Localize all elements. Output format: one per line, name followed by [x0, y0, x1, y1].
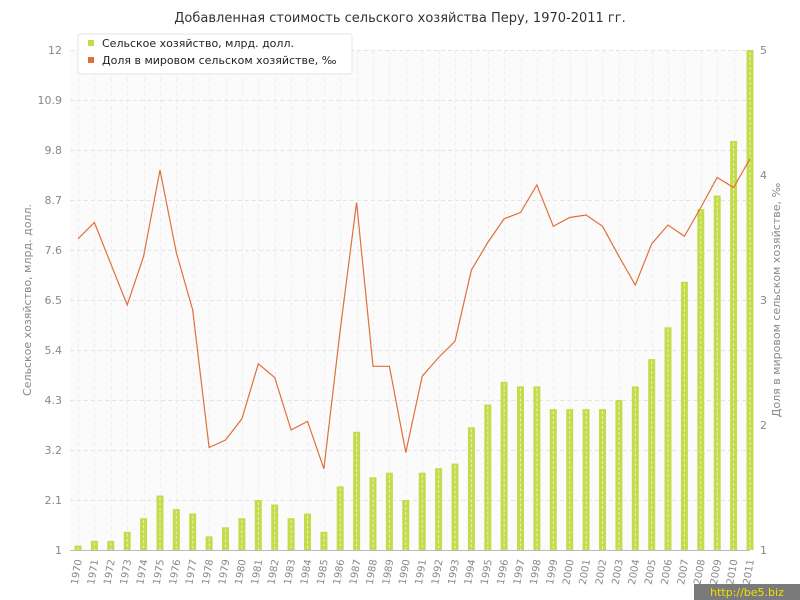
y-tick-label-left: 5.4: [45, 344, 63, 357]
x-tick-label: 1974: [135, 559, 150, 586]
x-tick-label: 1997: [512, 559, 527, 586]
y-tick-label-right: 4: [760, 169, 767, 182]
x-tick-label: 1985: [316, 559, 331, 586]
x-tick-label: 1995: [480, 559, 495, 586]
x-tick-label: 1998: [529, 559, 544, 586]
x-tick-label: 1993: [447, 559, 462, 586]
x-tick-label: 1994: [463, 559, 478, 586]
y-tick-label-right: 3: [760, 294, 767, 307]
bar: [336, 486, 344, 550]
x-tick-label: 2003: [611, 559, 626, 586]
y-axis-left-title: Сельское хозяйство, млрд. долл.: [21, 204, 34, 396]
bar: [533, 386, 541, 550]
bar: [648, 359, 656, 550]
x-tick-label: 2011: [742, 559, 757, 586]
x-tick-label: 1970: [70, 559, 85, 586]
y-tick-label-right: 1: [760, 544, 767, 557]
bar: [435, 468, 443, 550]
bar: [287, 518, 295, 550]
x-tick-label: 2006: [660, 559, 675, 586]
y-tick-label-left: 12: [48, 44, 62, 57]
x-tick-label: 1996: [496, 559, 511, 586]
x-tick-label: 2007: [676, 559, 691, 586]
x-tick-label: 2005: [643, 559, 658, 586]
y-tick-label-left: 7.6: [45, 244, 63, 257]
x-tick-label: 1976: [168, 559, 183, 586]
bar: [631, 386, 639, 550]
x-tick-label: 2001: [578, 559, 593, 586]
bar: [697, 209, 705, 550]
watermark[interactable]: http://be5.biz: [694, 584, 800, 600]
y-tick-label-left: 9.8: [45, 144, 63, 157]
legend-swatch-bars: [88, 40, 94, 46]
y-tick-label-left: 8.7: [45, 194, 63, 207]
x-tick-label: 1973: [119, 559, 134, 586]
x-tick-label: 2010: [725, 559, 740, 586]
bar: [566, 409, 574, 550]
y-tick-label-left: 6.5: [45, 294, 63, 307]
bar: [140, 518, 148, 550]
y-axis-right: 1 2 3 4 5: [760, 44, 767, 557]
bar: [517, 386, 524, 550]
x-tick-label: 2004: [627, 559, 642, 586]
x-tick-label: 1977: [184, 559, 199, 586]
y-axis-right-title: Доля в мировом сельском хозяйстве, ‰: [770, 183, 783, 418]
bar-series: [74, 50, 754, 550]
x-tick-label: 1989: [381, 559, 396, 586]
y-tick-label-left: 1: [55, 544, 62, 557]
chart-title: Добавленная стоимость сельского хозяйств…: [174, 11, 625, 26]
y-tick-label-left: 10.9: [38, 94, 63, 107]
legend-label-line: Доля в мировом сельском хозяйстве, ‰: [102, 54, 337, 67]
bar: [205, 536, 213, 550]
x-tick-label: 1988: [365, 559, 380, 586]
x-tick-label: 2000: [561, 559, 576, 586]
x-axis: 1970 1971 1972 1973 1974 1975 1976 1977 1978 1979…: [70, 559, 757, 586]
legend: Сельское хозяйство, млрд. долл. Доля в м…: [77, 33, 353, 75]
x-tick-label: 1983: [283, 559, 298, 586]
bar: [599, 409, 606, 550]
legend-swatch-line: [88, 57, 94, 63]
x-tick-label: 1972: [103, 559, 118, 586]
x-tick-label: 1984: [299, 559, 314, 586]
share-line: [77, 158, 751, 469]
bar: [467, 427, 475, 550]
x-tick-label: 1979: [217, 559, 232, 586]
x-tick-label: 1987: [348, 559, 363, 586]
bar: [238, 518, 246, 550]
x-tick-label: 1971: [86, 559, 101, 586]
y-tick-label-left: 2.1: [45, 494, 63, 507]
x-tick-label: 1978: [201, 559, 216, 586]
legend-label-bars: Сельское хозяйство, млрд. долл.: [102, 37, 294, 50]
x-tick-label: 1975: [152, 559, 167, 586]
watermark-bg: [694, 584, 800, 600]
x-tick-label: 1992: [430, 559, 445, 586]
x-tick-label: 1991: [414, 559, 429, 586]
x-tick-label: 2008: [693, 559, 708, 586]
x-tick-label: 2009: [709, 559, 724, 586]
legend-box: [77, 33, 353, 75]
bar: [582, 409, 590, 550]
x-tick-label: 1982: [266, 559, 281, 586]
bar: [369, 477, 377, 550]
bar: [222, 527, 229, 550]
x-tick-label: 1990: [398, 559, 413, 586]
bar: [549, 409, 557, 550]
watermark-link[interactable]: http://be5.biz: [710, 586, 784, 599]
x-tick-label: 1980: [234, 559, 249, 586]
y-tick-label-right: 2: [760, 419, 767, 432]
x-tick-label: 1986: [332, 559, 347, 586]
y-tick-label-left: 3.2: [45, 444, 63, 457]
y-axis-left: 1 2.1 3.2 4.3 5.4 6.5 7.6 8.7 9.8 10.9 12: [38, 44, 63, 557]
y-tick-label-left: 4.3: [45, 394, 63, 407]
bar: [172, 509, 180, 550]
bar: [664, 327, 672, 550]
x-tick-label: 1999: [545, 559, 560, 586]
x-tick-label: 1981: [250, 559, 265, 586]
y-tick-label-right: 5: [760, 44, 767, 57]
x-tick-label: 2002: [594, 559, 609, 586]
